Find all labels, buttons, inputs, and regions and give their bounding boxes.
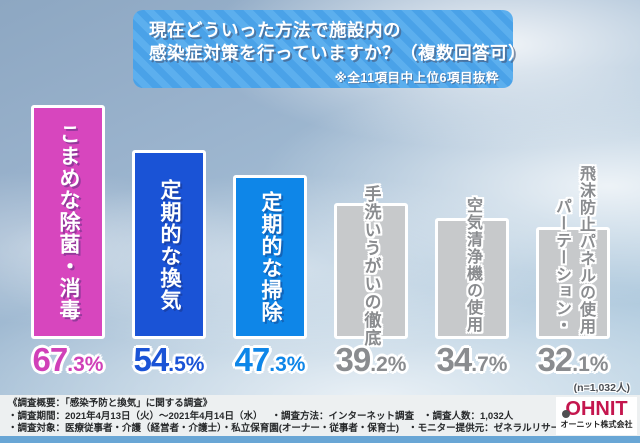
bar-value: 34.7% xyxy=(437,341,508,379)
bar-column: こまめな除菌・消毒 67.3% xyxy=(31,0,105,400)
title-line-2: 感染症対策を行っていますか？（複数回答可） xyxy=(149,43,527,64)
bar-label-column: 定期的な換気 xyxy=(158,178,181,311)
bar-value: 54.5% xyxy=(134,341,205,379)
bar-label: 定期的な掃除 xyxy=(255,175,285,339)
bar-column: 定期的な掃除 47.3% xyxy=(233,0,307,400)
bar-label-column: 飛沫防止パネルの使用 xyxy=(577,165,594,335)
bar-value: 39.2% xyxy=(336,341,407,379)
survey-method: ・調査方法：インターネット調査 xyxy=(271,410,414,422)
bar-value-dec: .2% xyxy=(370,353,407,376)
bar-label: 定期的な換気 xyxy=(154,150,184,339)
survey-monitor: ・モニター提供元：ゼネラルリサーチ xyxy=(408,423,570,434)
bar-value-dec: .5% xyxy=(168,353,205,376)
bar-label-column: 定期的な掃除 xyxy=(259,191,282,323)
bar-label-column: 手洗いうがいの徹底 xyxy=(361,185,381,347)
bar-column: パーテーション・ 飛沫防止パネルの使用 32.1% xyxy=(536,0,610,400)
logo-wordmark: OHNIT xyxy=(562,398,628,420)
bar-value: 32.1% xyxy=(538,341,609,379)
bar-value-dec: .3% xyxy=(269,353,306,376)
bar-value: 47.3% xyxy=(235,341,306,379)
survey-footer: 《調査概要：「感染予防と換気」に関する調査》 ・調査期間：2021年4月13日（… xyxy=(0,395,640,436)
bottom-accent-strip xyxy=(0,436,640,443)
bar-value: 67.3% xyxy=(33,341,104,379)
title-note: ※全11項目中上位6項目抜粋 xyxy=(334,71,499,86)
bar-value-int: 67 xyxy=(32,341,69,378)
bar-column: 定期的な換気 54.5% xyxy=(132,0,206,400)
bar-value-dec: .7% xyxy=(471,353,508,376)
sample-size-note: (n=1,032人) xyxy=(573,382,630,394)
bar-label-column: パーテーション・ xyxy=(553,198,570,334)
logo-company-name: オーニット株式会社 xyxy=(560,420,633,429)
bar-rect xyxy=(132,150,206,339)
bar-label: 手洗いうがいの徹底 xyxy=(359,185,384,347)
bar-label: パーテーション・ 飛沫防止パネルの使用 xyxy=(549,165,597,335)
bar-value-dec: .3% xyxy=(67,353,104,376)
logo-text: OHNIT xyxy=(565,398,628,420)
bar-label: こまめな除菌・消毒 xyxy=(53,105,83,339)
survey-period: ・調査期間：2021年4月13日（火）～2021年4月14日（水） xyxy=(8,410,263,422)
company-logo: OHNIT オーニット株式会社 xyxy=(556,397,637,435)
bar-label-column: こまめな除菌・消毒 xyxy=(57,123,80,321)
bar-value-int: 34 xyxy=(436,341,473,378)
bar-value-dec: .1% xyxy=(572,353,609,376)
bar-value-int: 47 xyxy=(234,341,271,378)
bar-label: 空気清浄機の使用 xyxy=(460,197,484,333)
bar-value-int: 39 xyxy=(335,341,372,378)
logo-dot-icon xyxy=(562,410,571,418)
survey-target: ・調査対象：医療従事者・介護（経営者・介護士）・私立保育園(オーナー・従事者・保… xyxy=(8,423,400,434)
bar-value-int: 54 xyxy=(133,341,170,378)
bar-rect xyxy=(536,227,610,339)
bar-rect xyxy=(233,175,307,339)
bar-rect xyxy=(31,105,105,339)
survey-overview: 《調査概要：「感染予防と換気」に関する調査》 xyxy=(8,398,213,409)
bar-value-int: 32 xyxy=(537,341,574,378)
bar-column: 手洗いうがいの徹底 39.2% xyxy=(334,0,408,400)
title-line-1: 現在どういった方法で施設内の xyxy=(149,20,401,40)
bar-rect xyxy=(334,203,408,339)
bar-rect xyxy=(435,218,509,339)
bar-column: 空気清浄機の使用 34.7% xyxy=(435,0,509,400)
bar-label-column: 空気清浄機の使用 xyxy=(464,197,481,333)
survey-count: ・調査人数：1,032人 xyxy=(423,410,514,422)
title-box: 現在どういった方法で施設内の 感染症対策を行っていますか？（複数回答可） ※全1… xyxy=(133,10,527,88)
